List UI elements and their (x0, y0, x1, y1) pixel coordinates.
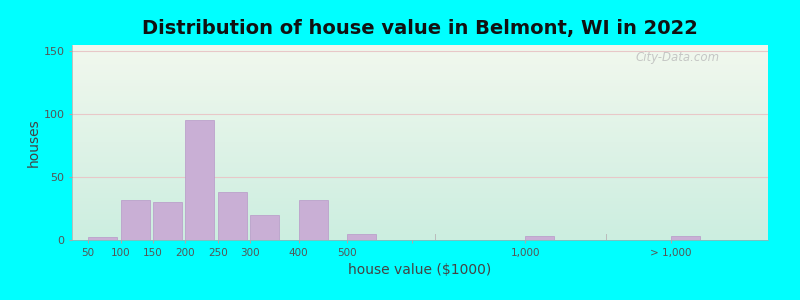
Y-axis label: houses: houses (26, 118, 41, 167)
Bar (218, 192, 247, 240)
Bar (671, 236, 700, 240)
Bar (526, 236, 554, 240)
Bar (250, 215, 279, 240)
Bar (347, 234, 376, 240)
Bar (88, 238, 118, 240)
Bar (121, 200, 150, 240)
Title: Distribution of house value in Belmont, WI in 2022: Distribution of house value in Belmont, … (142, 19, 698, 38)
Bar (186, 121, 214, 240)
X-axis label: house value ($1000): house value ($1000) (348, 263, 492, 277)
Bar (298, 200, 328, 240)
Text: City-Data.com: City-Data.com (635, 51, 719, 64)
Bar (153, 202, 182, 240)
